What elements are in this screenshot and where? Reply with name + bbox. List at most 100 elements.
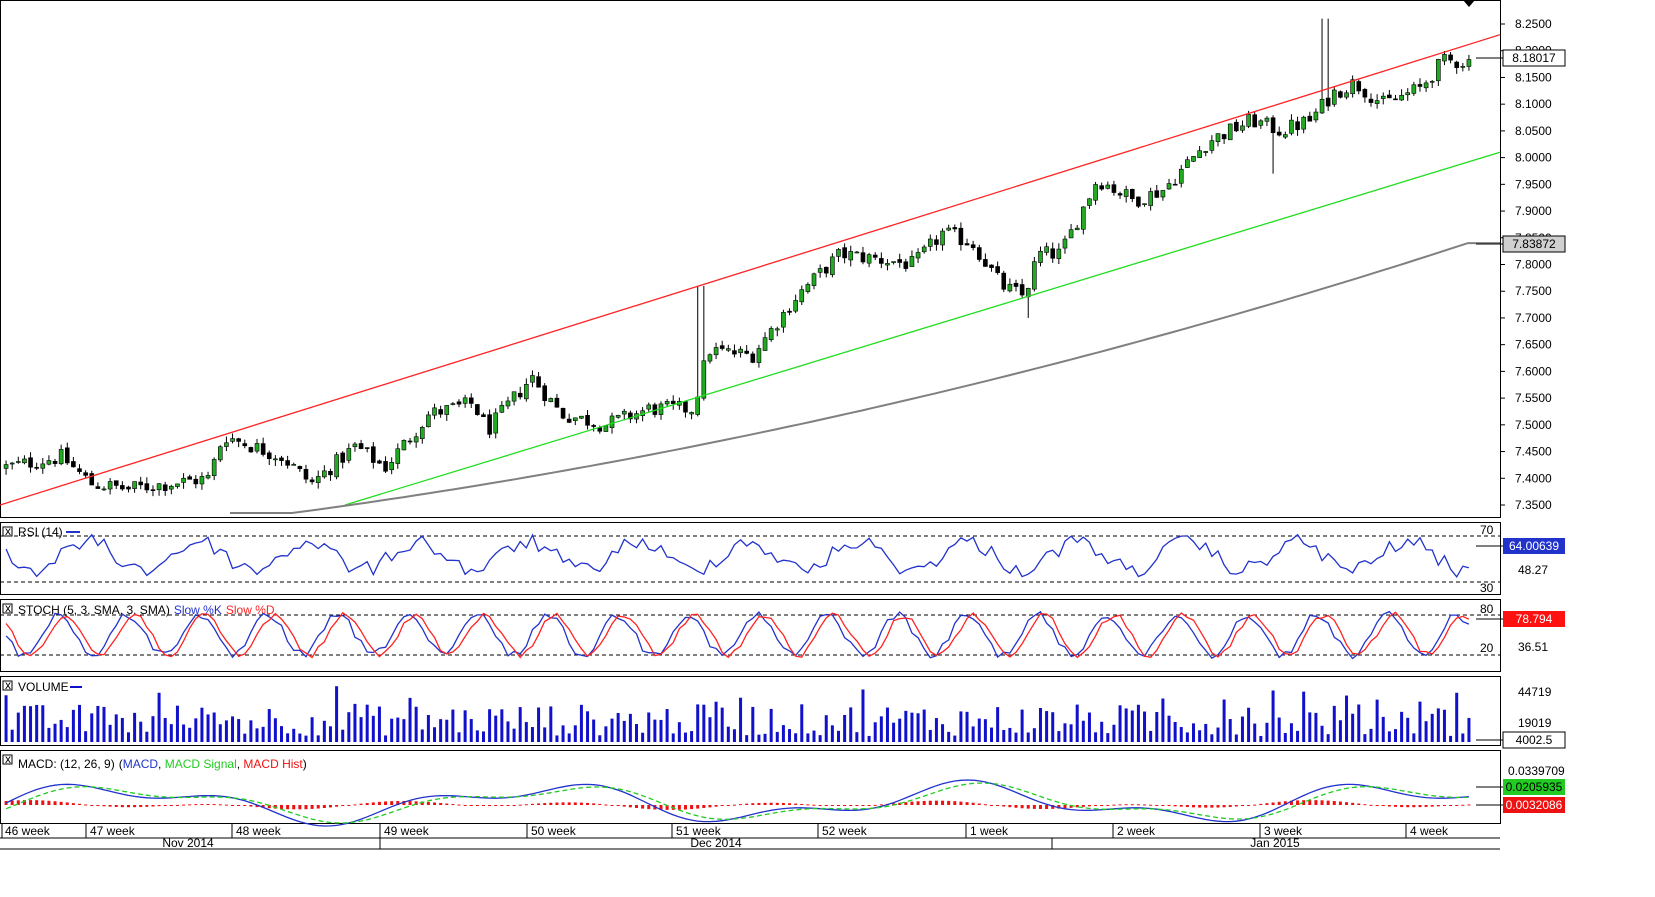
week-label: 50 week [531,824,577,838]
candle-body [707,354,713,362]
y-tick-label: 8.2500 [1515,17,1552,31]
candle-body [842,247,847,259]
volume-bar [849,707,853,742]
candle-body [995,266,1000,273]
macd-hist-bar [947,800,951,805]
volume-bar [800,704,804,742]
volume-bar [861,689,865,742]
macd-hist-bar [1369,804,1373,806]
macd-hist-bar [377,801,381,805]
candle-body [1129,189,1135,200]
candle-body [187,476,192,480]
macd-toggle-checkbox[interactable] [2,754,13,765]
volume-bar [598,735,602,742]
volume-bar [843,714,847,742]
candle-body [1056,248,1062,259]
candle-body [879,258,884,264]
stoch-level-20-label: 20 [1480,641,1494,655]
candle-body [609,415,615,428]
volume-bar [16,712,20,742]
volume-bar [182,724,186,742]
macd-hist-bar [1461,804,1465,806]
week-label: 51 week [676,824,722,838]
candle-body [377,460,382,464]
volume-bar [175,705,179,742]
macd-hist-bar [408,801,412,805]
macd-hist-bar [10,800,14,805]
macd-hist-bar [1412,805,1416,808]
volume-bar [286,733,290,742]
macd-hist-bar [71,803,75,805]
macd-hist-bar [849,805,853,806]
candle-body [921,246,927,253]
volume-bar [1106,733,1110,742]
volume-bar [996,707,1000,742]
candle-body [799,289,805,303]
candle-body [217,446,223,461]
macd-hist-bar [96,805,100,806]
candle-body [1246,114,1251,127]
volume-bar [1351,713,1355,742]
volume-bar [812,730,816,742]
candle-body [1001,272,1007,290]
candle-body [548,398,554,403]
volume-bar [543,727,547,742]
macd-hist-bar [941,800,945,805]
stoch-toggle-checkbox[interactable] [2,603,13,614]
volume-current-label: 4002.5 [1516,733,1553,747]
macd-hist-bar [867,805,871,806]
macd-hist-bar [555,802,559,805]
candle-body [83,472,88,476]
volume-bar [133,712,137,742]
volume-bar [1314,712,1318,742]
price-panel-frame [0,0,1501,518]
volume-bar [1118,705,1122,742]
volume-bar [1418,701,1422,742]
volume-bar [249,720,253,742]
macd-title: MACD: (12, 26, 9) [18,757,115,771]
y-tick-label: 8.0000 [1515,151,1552,165]
macd-hist-bar [1332,801,1336,805]
macd-hist-bar [898,802,902,805]
volume-bar [426,714,430,742]
volume-bar [102,706,106,742]
volume-tick-low: 19019 [1518,716,1552,730]
candle-body [762,337,768,351]
macd-hist-bar [341,805,345,806]
volume-bar [377,706,381,742]
volume-bar [653,719,657,742]
candle-body [872,254,878,258]
volume-bar [390,718,394,742]
volume-bar [506,721,510,742]
candle-body [940,230,945,246]
macd-signal-line [5,782,1469,824]
candle-body [1099,185,1104,190]
scroll-marker-icon[interactable] [1463,0,1475,7]
candle-body [493,412,499,434]
macd-signal-name: MACD Signal [165,757,237,771]
volume-bar [1296,730,1300,742]
volume-bar [604,726,608,742]
volume-bar [212,712,216,742]
macd-hist-bar [1063,805,1067,809]
macd-hist-bar [1179,805,1183,807]
volume-toggle-checkbox[interactable] [2,680,13,691]
candle-body [1466,59,1472,67]
macd-hist-bar [237,805,241,806]
macd-hist-bar [1308,800,1312,805]
macd-hist-bar [1338,801,1342,805]
volume-toggle-icon: x [5,678,11,692]
volume-bar [1400,711,1404,742]
candle-body [1148,191,1153,206]
candle-body [1154,190,1160,198]
volume-bar [628,713,632,742]
y-tick-label: 7.3500 [1515,498,1552,512]
rsi-level-70-label: 70 [1480,523,1494,537]
volume-bar [488,709,492,742]
y-tick-label: 7.5000 [1515,418,1552,432]
volume-bar [292,728,296,742]
macd-hist-bar [800,803,804,805]
macd-hist-bar [647,805,651,810]
macd-hist-bar [1455,805,1459,806]
candle-body [89,473,95,486]
